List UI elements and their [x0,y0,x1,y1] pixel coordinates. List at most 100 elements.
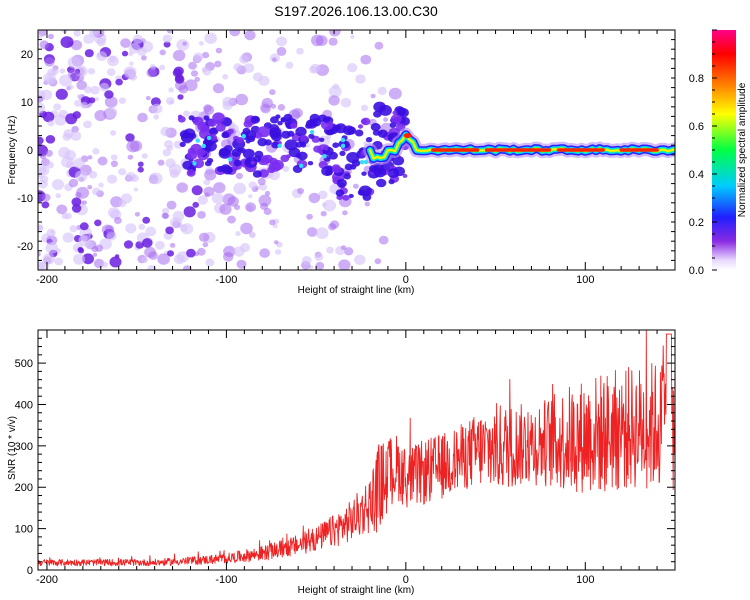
noise-blob [94,219,102,227]
y-tick-label: 500 [15,358,33,370]
noise-blob [109,256,122,268]
noise-blob [38,95,44,103]
x-tick-label: -100 [215,574,237,586]
noise-blob [153,114,160,120]
noise-blob [138,223,146,230]
noise-blob [99,82,110,92]
noise-blob [82,253,94,265]
colorbar-gradient [712,30,736,270]
noise-blob [370,93,376,99]
band-blob [236,137,245,144]
noise-blob [87,155,93,160]
noise-blob [121,50,129,57]
noise-blob [142,238,153,248]
noise-blob [45,135,56,144]
band-blob [242,148,255,159]
band-blob [179,130,190,139]
noise-blob [45,242,58,254]
spectrogram-xlabel: Height of straight line (km) [298,285,415,296]
noise-blob [252,72,263,82]
noise-blob [109,55,117,63]
noise-blob [258,194,272,207]
noise-blob [147,265,157,270]
colorbar-ticks: 0.0 0.2 0.4 0.6 0.8 [689,29,717,277]
colorbar: 0.0 0.2 0.4 0.6 0.8 Normalized spectral ampl… [689,29,748,277]
noise-blob [165,158,176,168]
noise-blob [328,95,340,106]
noise-blob [96,51,108,62]
noise-blob [248,194,253,199]
noise-blob [127,154,134,160]
band-blob [221,131,230,139]
noise-blob [159,64,166,71]
noise-blob [168,87,174,93]
band-blob [348,193,354,199]
noise-blob [38,224,44,232]
band-highlight [322,154,327,159]
band-highlight [195,138,200,143]
noise-blob [133,187,139,192]
noise-blob [145,95,151,101]
band-blob [252,170,262,178]
band-blob [322,116,331,123]
noise-blob [233,246,245,257]
band-blob [373,167,387,178]
band-blob [358,185,372,197]
noise-blob [235,93,248,106]
band-blob [226,170,232,175]
noise-blob [269,89,276,96]
noise-blob [170,217,182,229]
band-blob [300,135,308,142]
noise-blob [137,112,148,123]
noise-blob [71,204,82,213]
noise-blob [46,161,54,169]
noise-blob [104,96,118,108]
noise-blob [146,68,157,78]
spectrogram-field [38,30,675,270]
noise-blob [190,70,199,77]
noise-blob [212,83,225,94]
noise-blob [41,201,50,209]
noise-blob [125,223,137,234]
noise-blob [198,232,210,242]
band-highlight [299,163,304,168]
noise-blob [94,96,99,102]
noise-blob [233,182,247,195]
noise-blob [276,36,288,47]
noise-blob [60,36,74,48]
band-blob [355,129,364,137]
noise-blob [172,49,186,62]
noise-blob [142,216,151,224]
noise-blob [269,219,276,226]
noise-blob [84,49,94,58]
noise-blob [106,68,116,76]
noise-blob [176,182,188,193]
band-blob [209,127,219,136]
band-blob [192,116,204,126]
noise-blob [42,253,56,265]
noise-blob [76,94,82,99]
noise-blob [165,97,175,105]
band-blob [295,141,303,148]
noise-blob [350,34,355,39]
band-highlight [192,161,197,166]
noise-blob [197,211,206,219]
band-blob [332,142,340,148]
noise-blob [55,88,68,100]
noise-blob [62,132,72,141]
noise-blob [173,66,184,76]
noise-blob [328,37,338,46]
noise-blob [320,210,327,217]
noise-blob [151,103,163,114]
noise-blob [323,199,337,212]
noise-blob [173,254,185,265]
noise-blob [92,148,100,155]
band-blob [190,143,202,154]
colorbar-tick-label: 0.4 [689,169,704,181]
noise-blob [176,39,190,51]
noise-blob [134,212,140,217]
noise-blob [354,254,366,265]
noise-blob [125,133,135,142]
noise-blob [360,104,369,112]
noise-blob [94,110,107,122]
